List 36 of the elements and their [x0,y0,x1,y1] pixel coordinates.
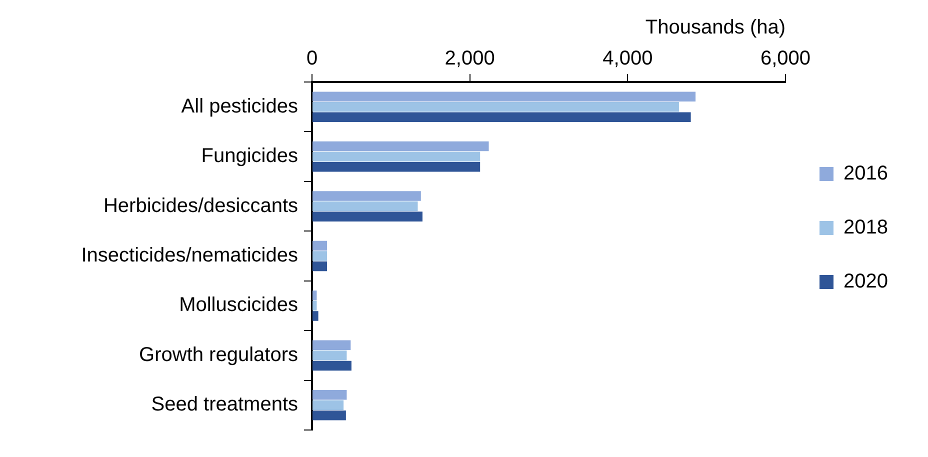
bar [312,102,679,112]
bar [312,340,351,350]
bar [312,410,346,420]
legend-label: 2018 [844,216,888,239]
y-tick-label: Fungicides [201,145,298,168]
bar [312,390,347,400]
y-tick-label: Growth regulators [139,344,298,366]
bar [312,350,347,360]
bar [312,400,344,410]
bar [312,360,352,371]
bar [312,261,327,272]
bar [312,212,422,222]
x-tick-label: 2,000 [444,48,495,70]
x-tick-label: 0 [306,48,318,70]
bar [312,311,318,321]
bar [312,201,418,212]
y-tick-label: Seed treatments [151,394,298,416]
bar [312,141,489,152]
x-tick-label: 6,000 [760,48,811,70]
bar [312,112,691,122]
x-axis-title: Thousands (ha) [645,16,786,39]
bar [312,240,327,251]
bar [312,300,317,311]
bar [312,191,421,201]
x-tick-label: 4,000 [602,48,653,70]
bar [312,251,327,261]
y-tick-label: Molluscicides [179,294,298,316]
bar [312,152,480,162]
legend-label: 2016 [844,162,888,185]
legend-label: 2020 [844,270,888,293]
bar [312,92,696,102]
y-tick-label: Herbicides/desiccants [103,194,298,217]
y-tick-label: Insecticides/nematicides [81,244,298,267]
bar [312,290,317,300]
bar [312,162,480,172]
y-tick-label: All pesticides [181,95,298,118]
